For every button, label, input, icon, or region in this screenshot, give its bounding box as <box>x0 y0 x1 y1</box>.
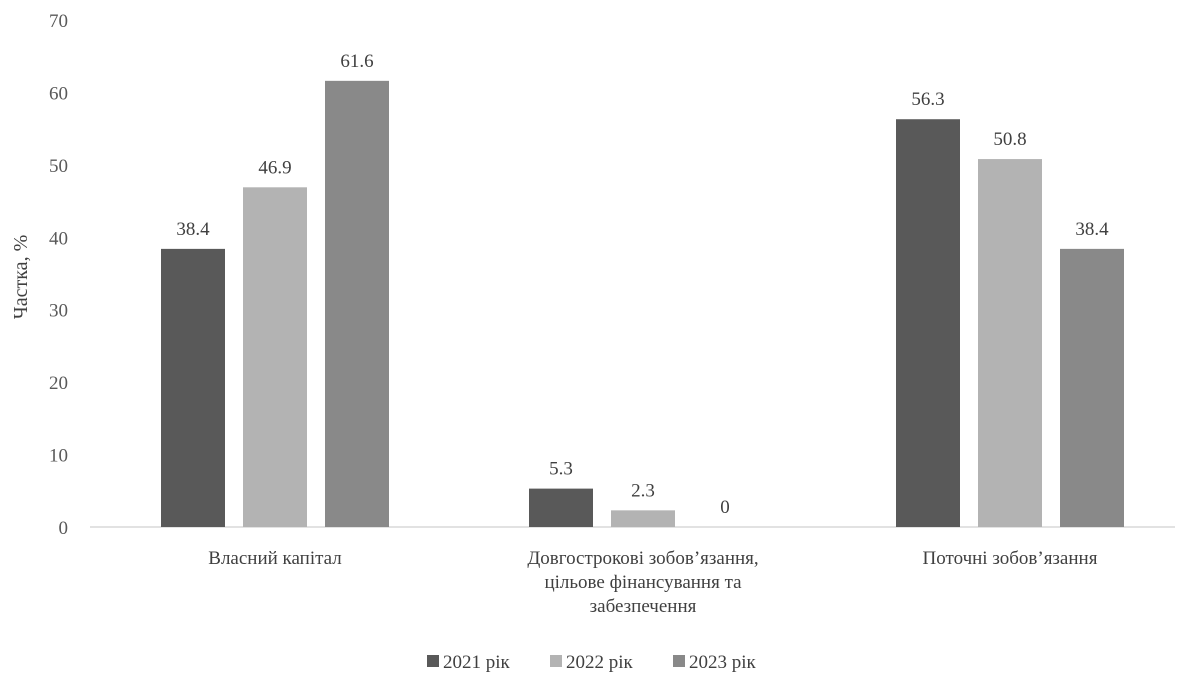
y-axis-title: Частка, % <box>10 235 32 319</box>
y-tick-label: 60 <box>49 83 68 104</box>
legend-swatch <box>427 655 439 667</box>
category-label: Власний капітал <box>208 548 342 569</box>
y-tick-label: 10 <box>49 446 68 467</box>
y-tick-label: 20 <box>49 373 68 394</box>
y-tick-label: 70 <box>49 11 68 32</box>
data-label: 46.9 <box>258 157 291 178</box>
category-label: цільове фінансування та <box>544 572 742 593</box>
bar <box>978 159 1042 527</box>
legend-label: 2023 рік <box>689 652 757 673</box>
category-label: забезпечення <box>590 596 697 617</box>
data-label: 56.3 <box>911 89 944 110</box>
category-label: Поточні зобов’язання <box>923 548 1098 569</box>
y-tick-label: 30 <box>49 301 68 322</box>
category-labels: Власний капітал Довгострокові зобов’язанн… <box>208 548 1097 617</box>
legend-swatch <box>673 655 685 667</box>
bar <box>243 187 307 527</box>
data-label: 5.3 <box>549 459 573 480</box>
bar-series-group: 38.4 5.3 56.3 46.9 2.3 50.8 61.6 0 38.4 <box>161 51 1124 528</box>
bar <box>529 488 593 527</box>
data-label: 38.4 <box>1075 219 1109 240</box>
y-tick-label: 40 <box>49 228 68 249</box>
bar <box>325 80 389 527</box>
bar <box>611 510 675 527</box>
category-label: Довгострокові зобов’язання, <box>527 548 758 569</box>
data-label: 0 <box>720 497 730 518</box>
legend-label: 2022 рік <box>566 652 634 673</box>
y-axis-ticks: 0 10 20 30 40 50 60 70 <box>49 11 68 539</box>
legend: 2021 рік 2022 рік 2023 рік <box>427 652 757 673</box>
data-label: 38.4 <box>176 219 210 240</box>
bar <box>1060 248 1124 528</box>
data-label: 2.3 <box>631 480 655 501</box>
y-tick-label: 50 <box>49 156 68 177</box>
bar <box>161 248 225 528</box>
y-tick-label: 0 <box>59 518 69 539</box>
bar <box>896 119 960 527</box>
data-label: 61.6 <box>340 51 373 72</box>
legend-label: 2021 рік <box>443 652 511 673</box>
data-label: 50.8 <box>993 129 1026 150</box>
legend-swatch <box>550 655 562 667</box>
